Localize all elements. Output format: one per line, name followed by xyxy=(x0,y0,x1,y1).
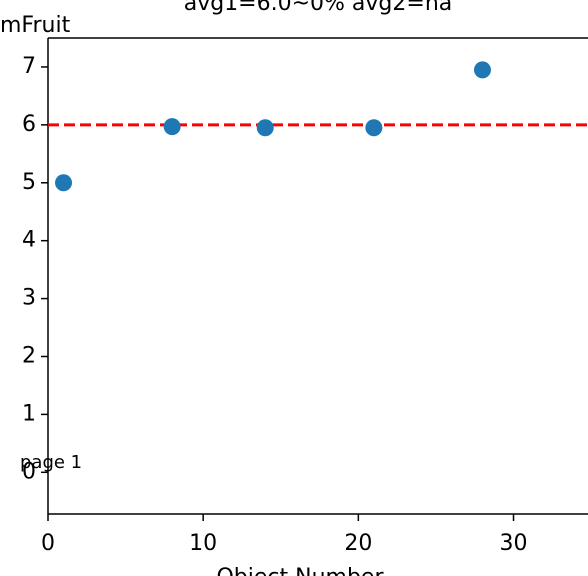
x-tick-label: 10 xyxy=(189,531,217,556)
x-tick-label: 0 xyxy=(41,531,55,556)
chart-title: avg1=6.0~0% avg2=na xyxy=(184,0,453,16)
x-tick-label: 20 xyxy=(344,531,372,556)
y-tick-label: 3 xyxy=(22,286,36,311)
x-tick-label: 30 xyxy=(500,531,528,556)
y-tick-label: 6 xyxy=(22,112,36,137)
y-tick-label: 5 xyxy=(22,170,36,195)
annotation: page 1 xyxy=(20,452,82,473)
y-tick-label: 4 xyxy=(22,228,36,253)
point xyxy=(163,118,181,136)
y-tick-label: 1 xyxy=(22,401,36,426)
y-axis-label: mFruit xyxy=(0,13,71,38)
point xyxy=(256,119,274,137)
y-tick-label: 2 xyxy=(22,343,36,368)
point xyxy=(473,61,491,79)
x-axis-label: Object Number xyxy=(216,565,384,576)
point xyxy=(55,174,73,192)
y-tick-label: 7 xyxy=(22,54,36,79)
y-tick-label: 0 xyxy=(22,459,36,484)
point xyxy=(365,119,383,137)
